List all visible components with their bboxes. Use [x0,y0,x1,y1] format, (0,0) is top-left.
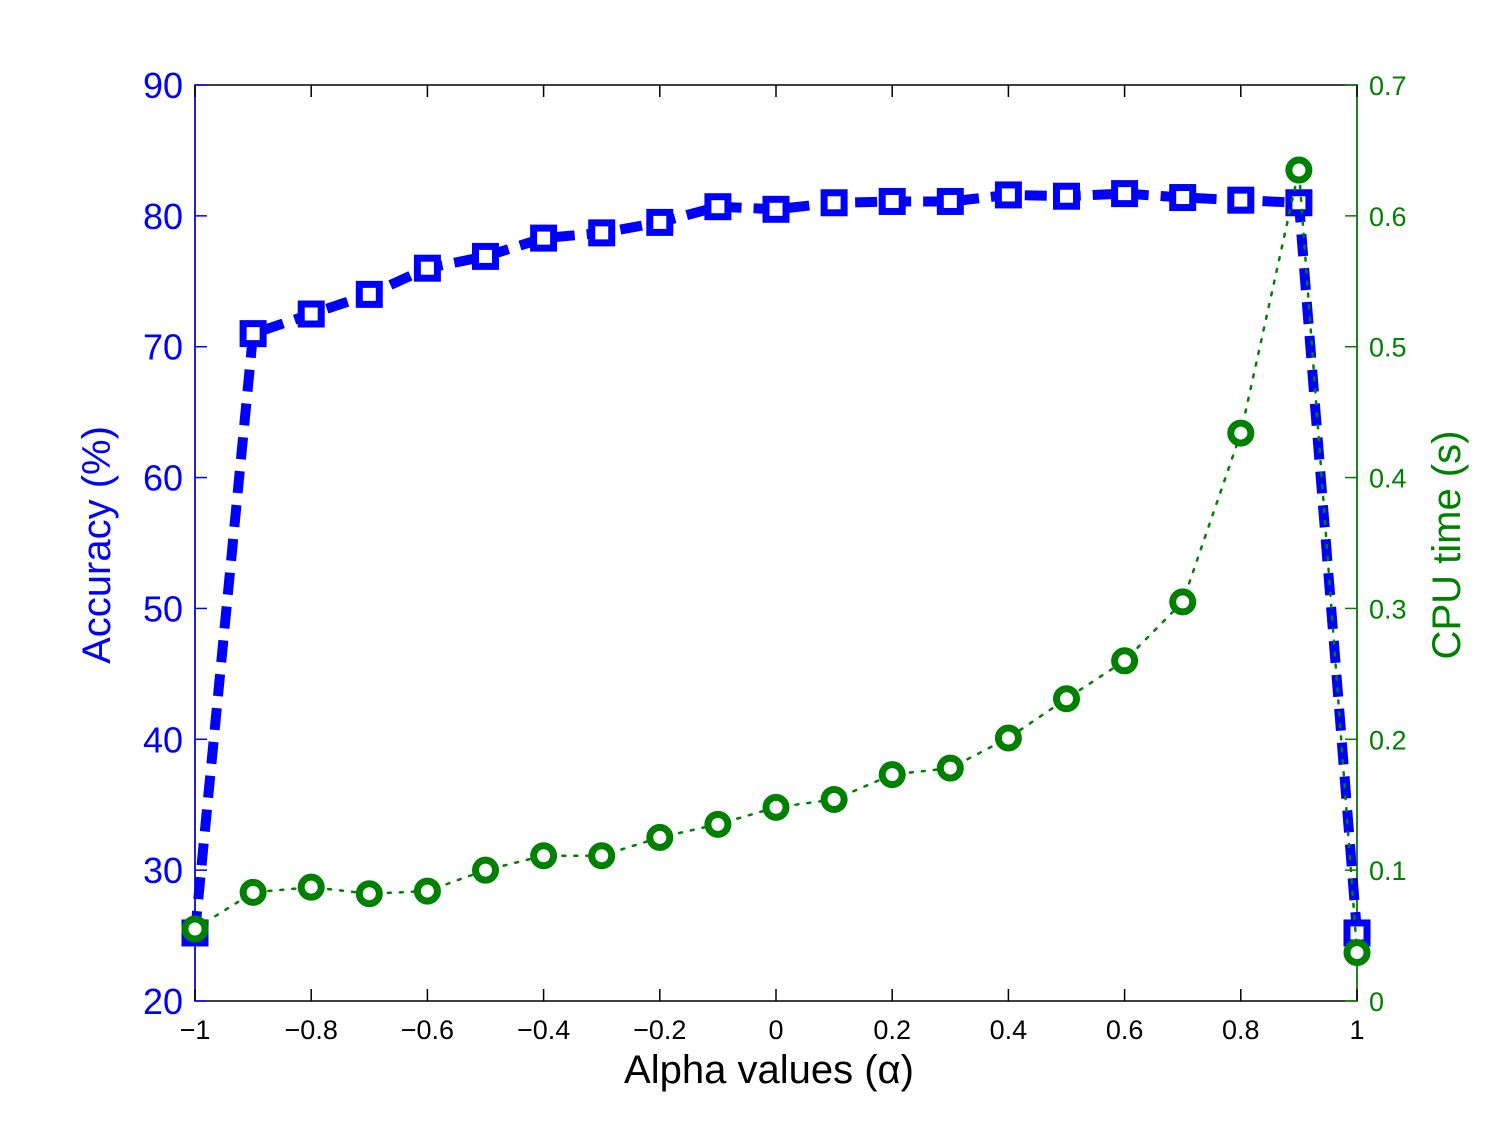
left-y-tick-label: 90 [143,65,183,106]
left-y-tick-label: 50 [143,588,183,629]
cpu-time-point [1285,156,1313,184]
x-tick-label: 0.2 [873,1015,911,1045]
right-y-tick-label: 0.6 [1369,202,1407,232]
left-y-tick-label: 30 [143,850,183,891]
right-y-tick-label: 0.4 [1369,464,1407,494]
cpu-time-point [1053,685,1080,713]
accuracy-point [588,219,616,247]
cpu-time-point [646,823,674,851]
cpu-time-point [355,880,383,908]
cpu-time-point [413,877,441,905]
cpu-time-point [530,842,558,870]
x-axis-ticks: −1 −0.8 −0.6 −0.4 −0.2 0 0.2 0.4 0.6 0.8 1 [180,85,1365,1045]
cpu-time-point [704,810,732,838]
cpu-time-point [1227,419,1255,447]
cpu-time-point [994,724,1022,752]
cpu-time-point [820,785,848,813]
x-tick-label: −0.2 [633,1015,686,1045]
series-cpu-time [181,156,1371,967]
x-axis-label: Alpha values (α) [624,1048,914,1092]
accuracy-point [1169,184,1197,212]
accuracy-point [297,300,325,328]
accuracy-point [530,224,558,252]
accuracy-point [646,208,674,236]
x-tick-label: −1 [180,1015,211,1045]
right-y-tick-label: 0.7 [1369,71,1407,101]
left-y-tick-label: 40 [143,719,183,760]
cpu-time-point [1111,647,1139,675]
left-y-tick-label: 70 [143,327,183,368]
cpu-time-point [1169,588,1197,616]
x-tick-label: −0.4 [517,1015,570,1045]
accuracy-point [472,242,499,270]
cpu-time-point [762,793,790,821]
accuracy-point [1227,186,1255,214]
cpu-time-point [936,754,964,782]
accuracy-point [413,254,441,282]
x-tick-label: −0.8 [285,1015,338,1045]
accuracy-point [820,189,848,217]
cpu-time-point [472,856,499,884]
accuracy-point [1111,180,1139,208]
accuracy-point [762,195,790,223]
accuracy-point [1053,182,1080,210]
accuracy-point [994,181,1022,209]
right-y-axis-label: CPU time (s) [1425,431,1469,660]
right-y-tick-label: 0.1 [1369,856,1407,886]
cpu-time-point [297,873,325,901]
left-y-axis-ticks: 20 30 40 50 60 70 80 90 [143,65,207,1022]
cpu-time-point [588,842,616,870]
accuracy-point [704,193,732,221]
x-tick-label: 1 [1349,1015,1364,1045]
right-y-tick-label: 0.3 [1369,594,1407,624]
x-tick-label: 0.4 [990,1015,1028,1045]
x-tick-label: 0.8 [1222,1015,1260,1045]
right-y-tick-label: 0.2 [1369,725,1407,755]
right-y-tick-label: 0 [1369,987,1384,1017]
left-y-tick-label: 20 [143,981,183,1022]
accuracy-line [190,188,1362,934]
cpu-time-line [193,169,1359,954]
x-tick-label: −0.6 [401,1015,454,1045]
x-tick-label: 0.6 [1106,1015,1144,1045]
cpu-time-point [878,761,906,789]
right-y-axis-ticks: 0 0.1 0.2 0.3 0.4 0.5 0.6 0.7 [1345,71,1407,1017]
accuracy-point [355,280,383,308]
cpu-time-point [181,915,209,943]
left-y-tick-label: 60 [143,458,183,499]
cpu-time-point [239,878,267,906]
accuracy-point [239,320,267,348]
x-tick-label: 0 [768,1015,783,1045]
right-y-tick-label: 0.5 [1369,333,1407,363]
left-y-tick-label: 80 [143,196,183,237]
accuracy-point [878,187,906,215]
cpu-time-point [1343,939,1371,967]
accuracy-point [936,187,964,215]
accuracy-point [1285,189,1313,217]
left-y-axis-label: Accuracy (%) [75,426,119,664]
